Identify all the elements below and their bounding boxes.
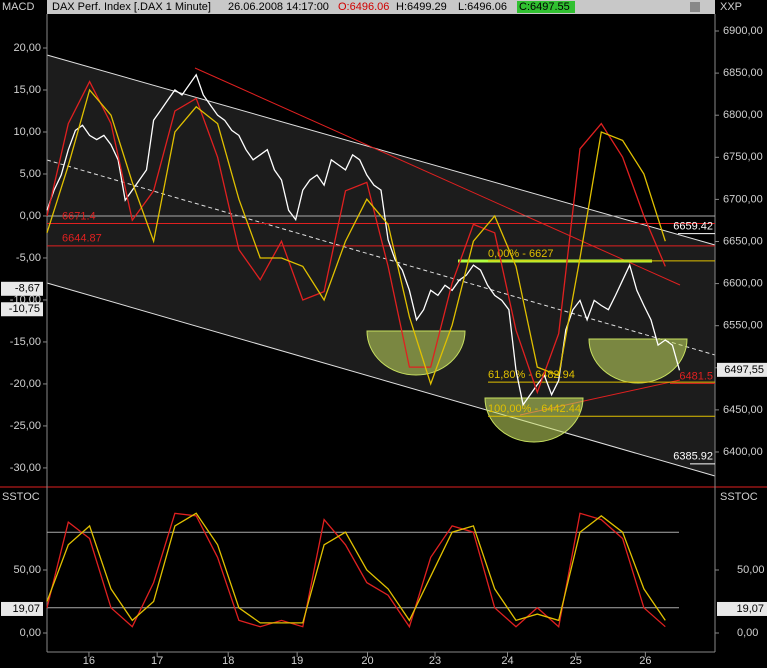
y-tick-label: 50,00 bbox=[13, 564, 41, 576]
x-tick-label: 19 bbox=[291, 655, 303, 667]
close-highlight bbox=[517, 1, 575, 13]
last-value-box bbox=[717, 362, 767, 377]
trendline bbox=[194, 67, 681, 286]
y-tick-label: -20,00 bbox=[10, 378, 41, 390]
panel-label: SSTOC bbox=[720, 491, 758, 503]
y-tick-label: 10,00 bbox=[13, 126, 41, 138]
y-tick-label: -25,00 bbox=[10, 420, 41, 432]
x-tick-label: 25 bbox=[570, 655, 582, 667]
series-line bbox=[46, 73, 681, 407]
y-tick-label: -15,00 bbox=[10, 336, 41, 348]
header-low: L:6496.06 bbox=[458, 1, 507, 13]
window-button[interactable] bbox=[690, 2, 700, 12]
y-tick-label: -30,00 bbox=[10, 462, 41, 474]
y-tick-label: 0,00 bbox=[20, 210, 41, 222]
level-label: 6385.92 bbox=[673, 451, 713, 463]
level-label: 6671.4 bbox=[62, 210, 96, 222]
header-high: H:6499.29 bbox=[396, 1, 447, 13]
y2-tick-label: 6750,00 bbox=[723, 151, 763, 163]
last-value-box bbox=[1, 601, 43, 616]
y-tick-label: 5,00 bbox=[20, 168, 41, 180]
x-tick-label: 16 bbox=[83, 655, 95, 667]
pattern-shoulder bbox=[366, 330, 466, 376]
x-tick-label: 23 bbox=[429, 655, 441, 667]
last-value-label: -10,75 bbox=[9, 303, 40, 315]
last-value-box bbox=[717, 601, 767, 616]
y-tick-label: 20,00 bbox=[13, 42, 41, 54]
y2-tick-label: 50,00 bbox=[737, 564, 765, 576]
y2-tick-label: 6650,00 bbox=[723, 235, 763, 247]
pattern-head bbox=[484, 397, 584, 443]
y2-tick-label: 6850,00 bbox=[723, 67, 763, 79]
y2-tick-label: 6550,00 bbox=[723, 320, 763, 332]
level-label: 6659.42 bbox=[673, 220, 713, 232]
y2-tick-label: 0,00 bbox=[737, 627, 758, 639]
panel-label: MACD bbox=[2, 1, 34, 13]
y2-tick-label: 6600,00 bbox=[723, 277, 763, 289]
last-value-box bbox=[1, 281, 43, 296]
level-label: 100,00% - 6442.44 bbox=[488, 403, 581, 415]
y2-tick-label: 6700,00 bbox=[723, 193, 763, 205]
last-value-label: 19,07 bbox=[12, 603, 40, 615]
panel-label: XXP bbox=[720, 1, 742, 13]
level-label: 6481.5 bbox=[679, 370, 713, 382]
y-tick-label: 0,00 bbox=[20, 627, 41, 639]
y2-tick-label: 6400,00 bbox=[723, 446, 763, 458]
x-tick-label: 20 bbox=[361, 655, 373, 667]
header-title: DAX Perf. Index [.DAX 1 Minute] bbox=[52, 1, 211, 13]
header-datetime: 26.06.2008 14:17:00 bbox=[228, 1, 329, 13]
y2-tick-label: 6800,00 bbox=[723, 109, 763, 121]
last-value-label: 6497,55 bbox=[724, 364, 764, 376]
x-tick-label: 26 bbox=[639, 655, 651, 667]
pattern-shoulder bbox=[588, 338, 688, 384]
channel-lower bbox=[46, 282, 716, 477]
x-tick-label: 18 bbox=[222, 655, 234, 667]
series-line bbox=[46, 88, 666, 386]
level-label: 0,00% - 6627 bbox=[488, 248, 553, 260]
level-label: 6644.87 bbox=[62, 233, 102, 245]
y-tick-label: -5,00 bbox=[16, 252, 41, 264]
header-open: O:6496.06 bbox=[338, 1, 389, 13]
series-line bbox=[46, 80, 666, 395]
panel-label: SSTOC bbox=[2, 491, 40, 503]
last-value-label: -8,67 bbox=[15, 283, 40, 295]
x-tick-label: 24 bbox=[501, 655, 513, 667]
last-value-label: 19,07 bbox=[736, 603, 764, 615]
header-close: C:6497.55 bbox=[519, 1, 570, 13]
last-value-box bbox=[1, 302, 43, 317]
y2-tick-label: 6450,00 bbox=[723, 404, 763, 416]
y2-tick-label: 6900,00 bbox=[723, 25, 763, 37]
x-tick-label: 17 bbox=[151, 655, 163, 667]
series-line bbox=[46, 512, 666, 624]
channel-upper bbox=[46, 54, 716, 246]
channel-mid bbox=[46, 159, 716, 356]
y-tick-label: 15,00 bbox=[13, 84, 41, 96]
